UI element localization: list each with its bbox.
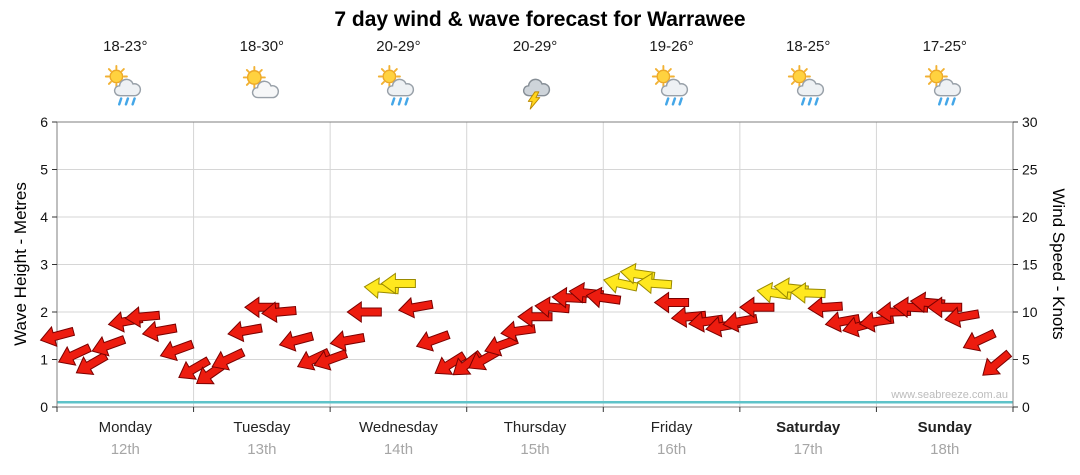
y-left-tick-label: 0 — [40, 399, 48, 415]
y-axis-title-right: Wind Speed - Knots — [1049, 188, 1068, 340]
temp-range: 19-26° — [649, 38, 694, 55]
y-axis-title-left: Wave Height - Metres — [11, 182, 30, 346]
day-header-friday: 19-26° — [603, 38, 740, 116]
wind-arrow — [278, 330, 315, 352]
temp-range: 18-30° — [239, 38, 285, 55]
day-date: 13th — [247, 441, 277, 458]
wind-arrow — [346, 301, 382, 323]
wind-arrow — [227, 320, 263, 343]
y-right-tick-label: 5 — [1022, 352, 1030, 368]
y-left-tick-label: 2 — [40, 304, 48, 320]
wind-arrow — [380, 272, 416, 295]
wind-arrow — [57, 343, 92, 366]
wind-arrow — [329, 330, 366, 352]
y-left-tick-label: 6 — [40, 114, 48, 130]
page-title: 7 day wind & wave forecast for Warrawee — [334, 8, 746, 31]
y-right-tick-label: 10 — [1022, 304, 1038, 320]
day-name: Thursday — [503, 419, 567, 436]
wind-arrow — [653, 291, 690, 314]
day-name: Saturday — [776, 419, 841, 436]
y-right-tick-label: 0 — [1022, 399, 1030, 415]
weather-icon — [239, 65, 285, 111]
weather-icon — [785, 65, 831, 111]
day-date: 16th — [657, 441, 687, 458]
day-date: 17th — [793, 441, 823, 458]
day-date: 12th — [110, 441, 140, 458]
day-header-tuesday: 18-30° — [194, 38, 331, 116]
day-footer-monday: Monday 12th — [57, 419, 194, 458]
wind-arrow — [585, 286, 622, 309]
weather-icon — [922, 65, 968, 111]
weather-icon — [102, 65, 148, 111]
wind-arrow — [159, 339, 195, 362]
wind-arrow — [670, 306, 707, 328]
wind-arrow — [944, 306, 980, 329]
y-right-tick-label: 15 — [1022, 257, 1038, 273]
wind-arrow — [739, 296, 775, 319]
day-footer-row: Monday 12th Tuesday 13th Wednesday 14th … — [57, 419, 1013, 458]
day-name: Wednesday — [358, 419, 438, 436]
wind-arrow — [602, 272, 639, 294]
day-footer-sunday: Sunday 18th — [876, 419, 1013, 458]
wind-arrow — [790, 281, 826, 304]
temp-range: 20-29° — [512, 38, 558, 55]
wind-arrow — [178, 356, 212, 380]
temp-range: 17-25° — [922, 38, 967, 55]
weather-icon — [375, 65, 421, 111]
wind-arrow — [415, 330, 451, 352]
wind-arrow — [962, 329, 997, 352]
y-left-tick-label: 3 — [40, 257, 48, 273]
day-header-thursday: 20-29° — [467, 38, 604, 116]
day-date: 15th — [520, 441, 550, 458]
wind-arrow — [313, 349, 349, 371]
wind-arrow — [124, 306, 161, 328]
day-date: 14th — [383, 441, 414, 458]
wind-arrow — [807, 296, 843, 319]
day-footer-saturday: Saturday 17th — [740, 419, 877, 458]
day-header-monday: 18-23° — [57, 38, 194, 116]
weather-icon — [512, 65, 558, 111]
watermark: www.seabreeze.com.au — [891, 389, 1008, 401]
wind-arrow — [982, 349, 1013, 376]
y-left-tick-label: 4 — [40, 209, 48, 225]
temp-range: 18-25° — [785, 38, 831, 55]
wind-arrow — [926, 296, 963, 319]
wind-arrow — [39, 325, 76, 348]
wind-arrow — [824, 311, 861, 333]
y-left-tick-label: 1 — [40, 352, 48, 368]
day-header-row: 18-23° 18-30° 20-29° 20-29° 19-26° 18-25… — [57, 38, 1013, 116]
y-right-tick-label: 25 — [1022, 162, 1038, 178]
day-name: Monday — [98, 419, 152, 436]
day-header-sunday: 17-25° — [876, 38, 1013, 116]
day-footer-friday: Friday 16th — [603, 419, 740, 458]
day-name: Sunday — [917, 419, 972, 436]
wind-arrow — [261, 301, 297, 324]
temp-range: 18-23° — [103, 38, 148, 55]
y-right-tick-label: 30 — [1022, 114, 1038, 130]
day-header-saturday: 18-25° — [740, 38, 877, 116]
wind-arrow — [397, 296, 434, 319]
wind-arrow — [211, 348, 246, 371]
wind-arrow — [434, 351, 467, 375]
wind-arrow — [91, 335, 127, 357]
wind-arrow — [636, 272, 673, 295]
day-footer-wednesday: Wednesday 14th — [330, 419, 467, 458]
day-name: Tuesday — [233, 419, 291, 436]
day-date: 18th — [930, 441, 960, 458]
day-footer-thursday: Thursday 15th — [467, 419, 604, 458]
day-name: Friday — [650, 419, 693, 436]
weather-icon — [649, 65, 695, 111]
day-footer-tuesday: Tuesday 13th — [194, 419, 331, 458]
y-right-tick-label: 20 — [1022, 209, 1038, 225]
wind-arrow — [688, 310, 724, 333]
y-left-tick-label: 5 — [40, 162, 48, 178]
temp-range: 20-29° — [376, 38, 421, 55]
day-header-wednesday: 20-29° — [330, 38, 467, 116]
wind-arrow — [141, 320, 178, 343]
